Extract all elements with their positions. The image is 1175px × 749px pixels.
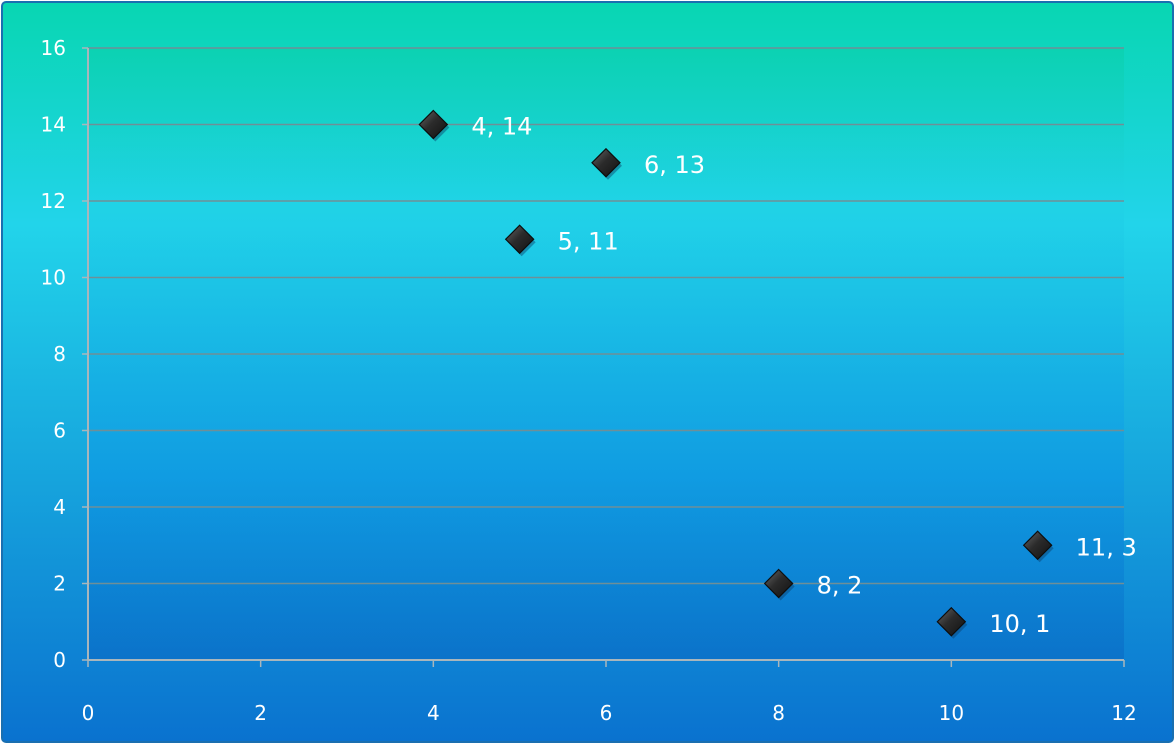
data-label-5: 10, 1	[989, 610, 1050, 638]
data-label-1: 6, 13	[644, 151, 705, 179]
x-tick-label-4: 4	[427, 701, 440, 725]
x-tick-label-12: 12	[1111, 701, 1136, 725]
tick-labels: 0 2 4 6 8 10 12 14 16 0 2 4 6 8 10 12	[41, 36, 1137, 725]
data-labels: 4, 14 6, 13 5, 11 11, 3 8, 2 10, 1	[471, 113, 1136, 638]
data-point-2	[504, 224, 535, 255]
data-point-5	[936, 606, 967, 637]
y-tick-label-14: 14	[41, 113, 66, 137]
y-tick-label-10: 10	[41, 266, 66, 290]
x-tick-label-8: 8	[772, 701, 785, 725]
data-label-4: 8, 2	[817, 572, 863, 600]
data-point-3	[1022, 530, 1053, 561]
data-label-2: 5, 11	[558, 227, 619, 255]
data-point-0	[418, 109, 449, 140]
gridlines	[88, 47, 1124, 585]
y-tick-label-0: 0	[53, 648, 66, 672]
y-tick-label-4: 4	[53, 495, 66, 519]
data-point-1	[591, 147, 621, 178]
y-tick-label-2: 2	[53, 572, 66, 596]
axes	[82, 47, 1125, 667]
y-tick-label-8: 8	[53, 342, 66, 366]
x-tick-label-2: 2	[254, 701, 267, 725]
data-label-3: 11, 3	[1076, 533, 1137, 561]
x-tick-label-10: 10	[939, 701, 964, 725]
x-tick-label-6: 6	[600, 701, 613, 725]
data-label-0: 4, 14	[471, 113, 532, 141]
y-tick-label-16: 16	[41, 36, 66, 60]
x-tick-label-0: 0	[82, 701, 95, 725]
y-tick-label-12: 12	[41, 189, 66, 213]
y-tick-label-6: 6	[53, 419, 66, 443]
data-point-4	[763, 568, 794, 599]
data-points	[418, 109, 1054, 639]
